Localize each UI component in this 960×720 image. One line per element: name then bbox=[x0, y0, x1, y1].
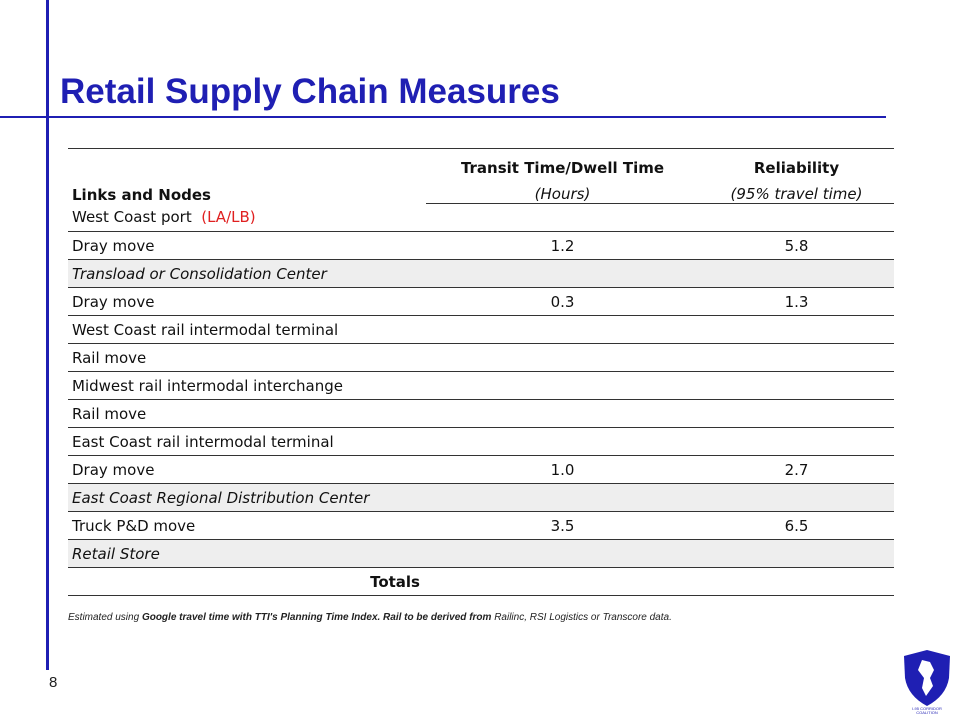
transit-cell bbox=[426, 259, 699, 288]
row-label: Dray move bbox=[68, 287, 426, 316]
reliability-cell: 6.5 bbox=[699, 511, 894, 540]
reliability-cell: 1.3 bbox=[699, 287, 894, 316]
vertical-accent-line bbox=[46, 0, 49, 670]
svg-text:COALITION: COALITION bbox=[916, 710, 938, 714]
transit-cell: 3.5 bbox=[426, 511, 699, 540]
row-label: Transload or Consolidation Center bbox=[68, 259, 426, 288]
footnote-part-3: Railinc, RSI Logistics or Transcore data… bbox=[494, 612, 672, 623]
reliability-cell: 5.8 bbox=[699, 231, 894, 260]
header-links-and-nodes: Links and Nodes bbox=[68, 148, 426, 204]
row-label: East Coast Regional Distribution Center bbox=[68, 483, 426, 512]
footnote-part-2: Google travel time with TTI's Planning T… bbox=[141, 612, 495, 623]
row-label: West Coast port (LA/LB) bbox=[68, 203, 426, 232]
transit-cell bbox=[426, 427, 699, 456]
table-header-row: Links and Nodes Transit Time/Dwell Time … bbox=[68, 148, 894, 204]
row-label: Rail move bbox=[68, 343, 426, 372]
transit-cell bbox=[426, 399, 699, 428]
measures-table: Links and Nodes Transit Time/Dwell Time … bbox=[68, 148, 894, 596]
row-label: Midwest rail intermodal interchange bbox=[68, 371, 426, 400]
transit-cell bbox=[426, 203, 699, 232]
row-label: Dray move bbox=[68, 455, 426, 484]
transit-cell: 1.0 bbox=[426, 455, 699, 484]
port-note: (LA/LB) bbox=[201, 208, 256, 227]
table-row: Rail move bbox=[68, 343, 894, 372]
transit-cell bbox=[426, 539, 699, 568]
transit-cell bbox=[426, 371, 699, 400]
table-row: West Coast rail intermodal terminal bbox=[68, 315, 894, 344]
header-reliability-unit: (95% travel time) bbox=[699, 177, 894, 204]
reliability-cell: 2.7 bbox=[699, 455, 894, 484]
row-label: West Coast rail intermodal terminal bbox=[68, 315, 426, 344]
reliability-cell bbox=[699, 371, 894, 400]
reliability-cell bbox=[699, 203, 894, 232]
table-row-node: Transload or Consolidation Center bbox=[68, 259, 894, 288]
transit-cell: 1.2 bbox=[426, 231, 699, 260]
page-number: 8 bbox=[49, 674, 58, 691]
totals-label: Totals bbox=[68, 567, 426, 596]
table-row: West Coast port (LA/LB) bbox=[68, 203, 894, 232]
table-row: Truck P&D move 3.5 6.5 bbox=[68, 511, 894, 540]
table-row-node: East Coast Regional Distribution Center bbox=[68, 483, 894, 512]
table-row: Dray move 0.3 1.3 bbox=[68, 287, 894, 316]
footnote-part-1: Estimated using bbox=[68, 612, 142, 623]
transit-cell bbox=[426, 483, 699, 512]
header-transit-unit: (Hours) bbox=[426, 177, 699, 204]
header-reliability: Reliability bbox=[699, 148, 894, 177]
svg-text:I-95 CORRIDOR: I-95 CORRIDOR bbox=[912, 706, 942, 711]
row-label: Dray move bbox=[68, 231, 426, 260]
row-label-text: West Coast port bbox=[72, 208, 192, 227]
transit-cell bbox=[426, 343, 699, 372]
reliability-cell bbox=[699, 259, 894, 288]
transit-total-cell bbox=[426, 567, 699, 596]
reliability-cell bbox=[699, 427, 894, 456]
footnote: Estimated using Google travel time with … bbox=[68, 612, 672, 623]
reliability-cell bbox=[699, 399, 894, 428]
transit-cell bbox=[426, 315, 699, 344]
logo-graphic: I-95 CORRIDOR COALITION bbox=[904, 650, 950, 715]
reliability-total-cell bbox=[699, 567, 894, 596]
row-label: East Coast rail intermodal terminal bbox=[68, 427, 426, 456]
table-row-node: Retail Store bbox=[68, 539, 894, 568]
slide-title: Retail Supply Chain Measures bbox=[60, 72, 560, 111]
table-row: Dray move 1.0 2.7 bbox=[68, 455, 894, 484]
reliability-cell bbox=[699, 343, 894, 372]
transit-cell: 0.3 bbox=[426, 287, 699, 316]
row-label: Retail Store bbox=[68, 539, 426, 568]
table-row: Dray move 1.2 5.8 bbox=[68, 231, 894, 260]
reliability-cell bbox=[699, 539, 894, 568]
table-row: Rail move bbox=[68, 399, 894, 428]
reliability-cell bbox=[699, 315, 894, 344]
reliability-cell bbox=[699, 483, 894, 512]
horizontal-accent-line bbox=[0, 116, 886, 118]
totals-row: Totals bbox=[68, 567, 894, 596]
table-row: East Coast rail intermodal terminal bbox=[68, 427, 894, 456]
row-label: Rail move bbox=[68, 399, 426, 428]
shield-map-logo-icon: I-95 CORRIDOR COALITION bbox=[900, 648, 954, 715]
row-label: Truck P&D move bbox=[68, 511, 426, 540]
header-transit-time: Transit Time/Dwell Time bbox=[426, 148, 699, 177]
table-subheader-row: (Hours) (95% travel time) bbox=[68, 177, 894, 204]
table-row: Midwest rail intermodal interchange bbox=[68, 371, 894, 400]
